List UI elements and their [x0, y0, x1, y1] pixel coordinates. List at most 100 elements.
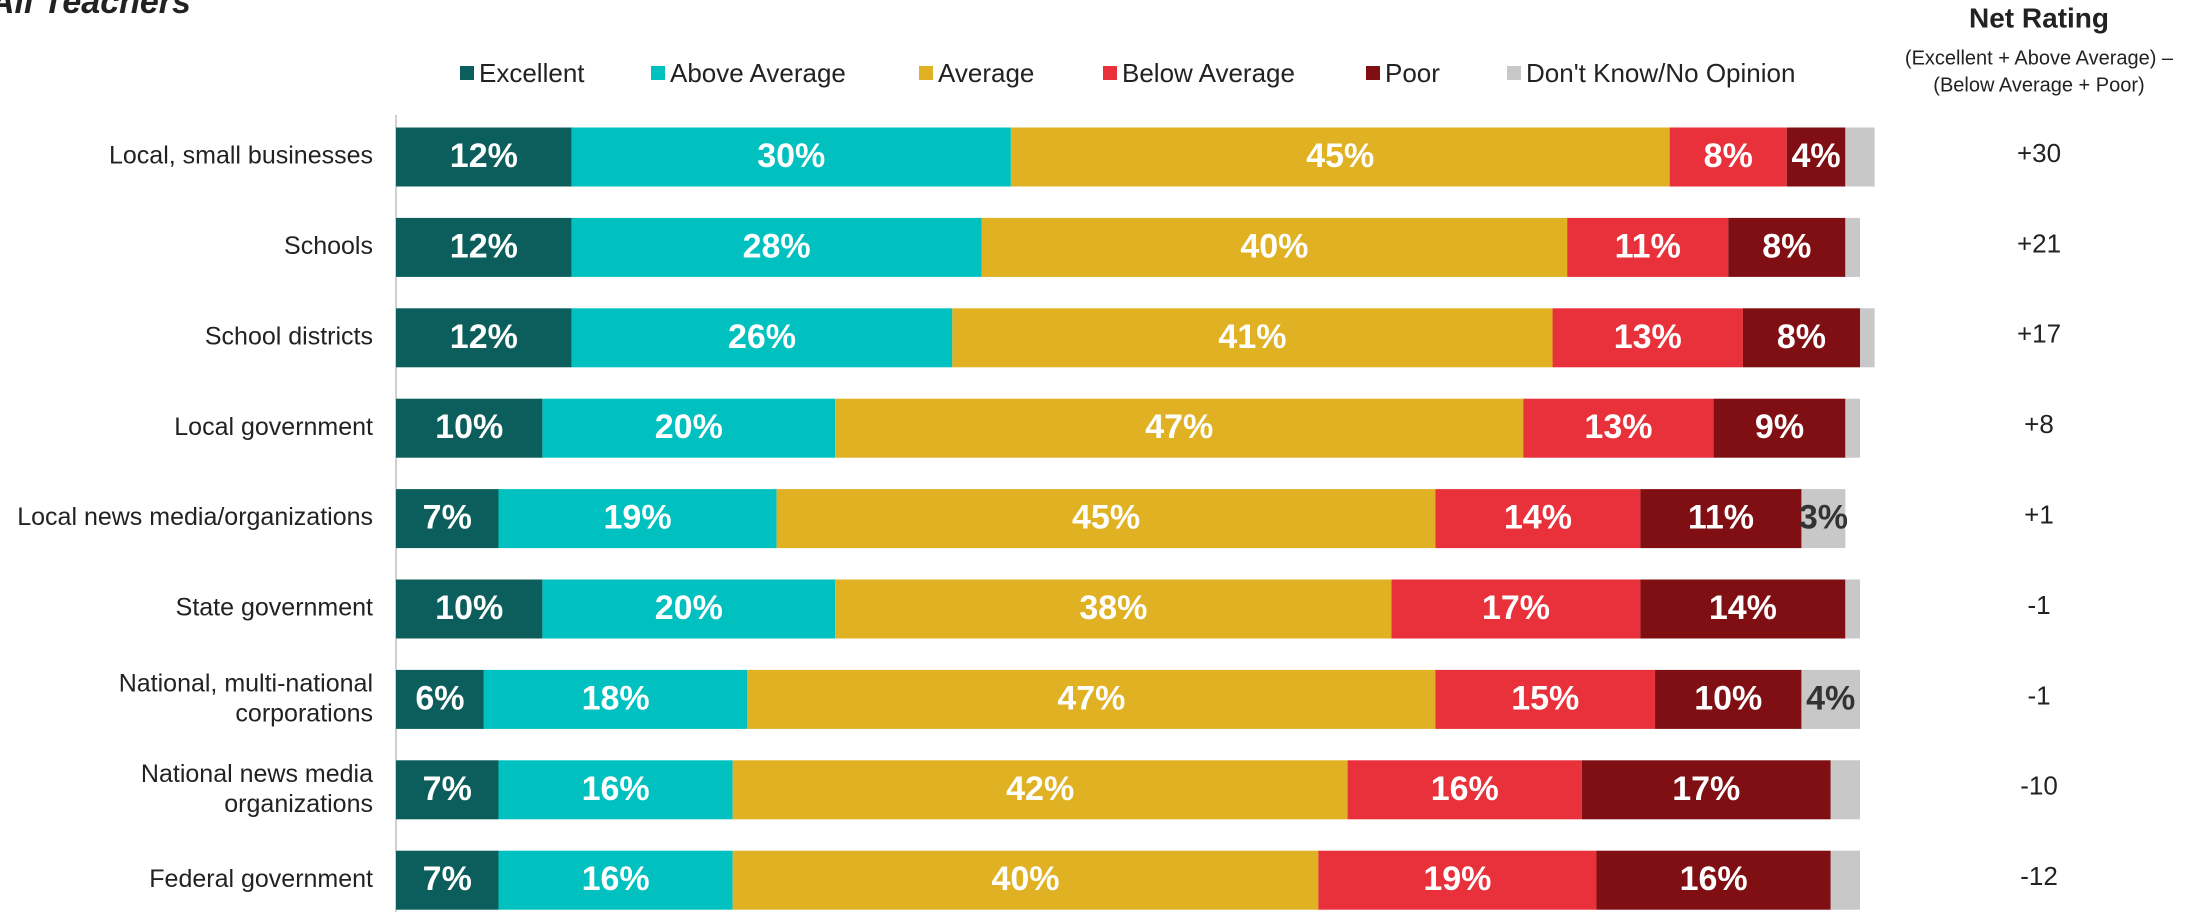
legend-swatch — [1103, 66, 1117, 80]
bar-segment — [1669, 127, 1787, 187]
data-label: 3% — [1799, 499, 1848, 537]
net-rating: -1 — [2027, 590, 2050, 620]
data-label: 30% — [757, 137, 825, 175]
data-label: 8% — [1777, 318, 1826, 356]
data-label: 7% — [423, 860, 472, 898]
data-label: 16% — [1431, 770, 1499, 808]
legend-label: Poor — [1385, 58, 1440, 88]
data-label: 19% — [1423, 860, 1491, 898]
data-label: 10% — [435, 408, 503, 446]
bar-segment — [1435, 669, 1656, 729]
data-label: 8% — [1704, 137, 1753, 175]
bar-segment — [1435, 489, 1641, 549]
data-label: 40% — [991, 860, 1059, 898]
data-label: 12% — [450, 227, 518, 265]
net-rating: -10 — [2020, 771, 2058, 801]
data-label: 18% — [582, 679, 650, 717]
bar-segment — [498, 489, 777, 549]
bar-segment — [396, 579, 543, 639]
bar-segment — [1567, 217, 1729, 277]
data-label: 14% — [1709, 589, 1777, 627]
bar-segment — [1845, 217, 1860, 277]
data-label: 28% — [743, 227, 811, 265]
bar-segment — [396, 489, 499, 549]
net-rating: +30 — [2017, 138, 2061, 168]
legend-label: Don't Know/No Opinion — [1526, 58, 1795, 88]
data-label: 15% — [1511, 679, 1579, 717]
data-label: 4% — [1806, 679, 1855, 717]
bar-segment — [1596, 850, 1831, 910]
bar-segment — [1640, 579, 1846, 639]
bar-segment — [1581, 760, 1831, 820]
net-subtitle: (Below Average + Poor) — [1933, 74, 2144, 96]
data-label: 20% — [655, 589, 723, 627]
data-label: 41% — [1218, 318, 1286, 356]
bar-segment — [732, 760, 1348, 820]
net-rating: +1 — [2024, 499, 2054, 529]
legend-swatch — [460, 66, 474, 80]
data-label: 12% — [450, 318, 518, 356]
data-label: 9% — [1755, 408, 1804, 446]
legend-swatch — [1507, 66, 1521, 80]
legend-label: Average — [938, 58, 1034, 88]
data-label: 13% — [1584, 408, 1652, 446]
net-title: Net Rating — [1969, 2, 2109, 33]
data-label: 45% — [1306, 137, 1374, 175]
legend-label: Above Average — [670, 58, 846, 88]
category-label: Schools — [284, 232, 373, 260]
bar-segment — [981, 217, 1568, 277]
bar-segment — [498, 850, 733, 910]
bar-segment — [1640, 489, 1802, 549]
bar-segment — [1713, 398, 1846, 458]
bar-segment — [1742, 308, 1860, 368]
category-label: National news media organizations — [141, 759, 373, 817]
bar-segment — [396, 398, 543, 458]
bar-segment — [1318, 850, 1597, 910]
bar-segment — [498, 760, 733, 820]
category-label: Local government — [174, 413, 373, 441]
data-label: 26% — [728, 318, 796, 356]
bar-segment — [571, 308, 953, 368]
bar-segment — [396, 217, 572, 277]
data-label: 7% — [423, 499, 472, 537]
bar-segment — [1347, 760, 1582, 820]
bar-segment — [1845, 579, 1860, 639]
net-subtitle: (Excellent + Above Average) – — [1905, 47, 2174, 69]
bar-segment — [1830, 760, 1860, 820]
data-label: 42% — [1006, 770, 1074, 808]
bar-segment — [1860, 308, 1875, 368]
data-label: 7% — [423, 770, 472, 808]
data-label: 19% — [604, 499, 672, 537]
bar-segment — [1845, 127, 1875, 187]
bar-segment — [1728, 217, 1846, 277]
data-label: 10% — [435, 589, 503, 627]
data-label: 8% — [1762, 227, 1811, 265]
chart-title: All Teachers — [0, 0, 191, 21]
category-label: Federal government — [149, 865, 373, 893]
data-label: 16% — [1680, 860, 1748, 898]
data-label: 40% — [1240, 227, 1308, 265]
bar-segment — [1523, 398, 1714, 458]
category-label: Local news media/organizations — [17, 503, 373, 531]
data-label: 47% — [1057, 679, 1125, 717]
data-label: 4% — [1792, 137, 1841, 175]
data-label: 6% — [415, 679, 464, 717]
bar-segment — [571, 127, 1011, 187]
net-rating: +17 — [2017, 319, 2061, 349]
bar-segment — [396, 127, 572, 187]
data-label: 16% — [582, 860, 650, 898]
bar-segment — [747, 669, 1436, 729]
bar-segment — [571, 217, 982, 277]
bar-segment — [835, 579, 1392, 639]
bar-segment — [732, 850, 1319, 910]
legend-swatch — [1366, 66, 1380, 80]
category-label: Local, small businesses — [109, 142, 373, 170]
bar-segment — [952, 308, 1553, 368]
legend-swatch — [919, 66, 933, 80]
data-label: 16% — [582, 770, 650, 808]
data-label: 14% — [1504, 499, 1572, 537]
bar-segment — [1801, 669, 1860, 729]
category-label: School districts — [205, 322, 373, 350]
bar-segment — [542, 398, 836, 458]
data-label: 38% — [1079, 589, 1147, 627]
